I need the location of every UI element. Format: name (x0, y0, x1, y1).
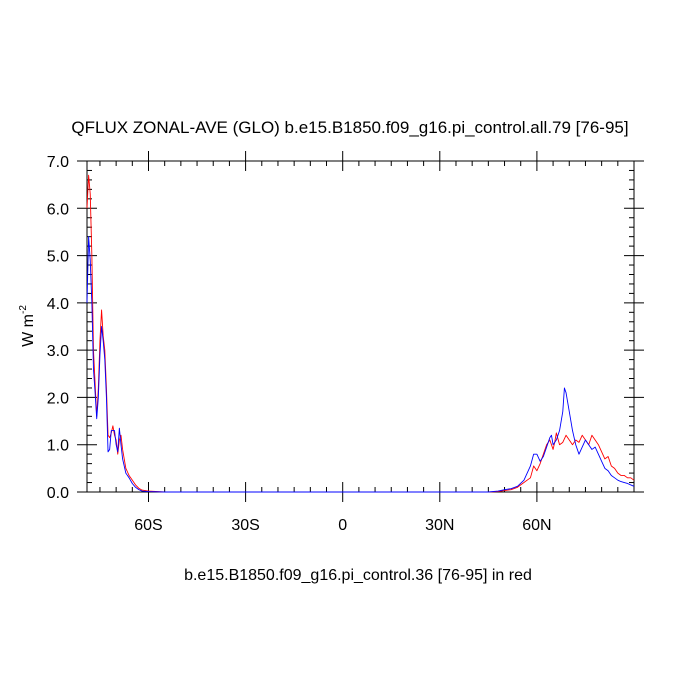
x-tick-label: 30N (425, 517, 454, 534)
series-lines (86, 174, 635, 493)
y-axis-label-exponent: -2 (18, 305, 29, 314)
y-tick-label: 0.0 (47, 485, 69, 502)
y-tick-label: 1.0 (47, 438, 69, 455)
y-tick-labels: 0.0 1.0 2.0 3.0 4.0 5.0 6.0 7.0 (47, 154, 69, 502)
series-line-1 (86, 174, 635, 493)
x-axis-label: b.e15.B1850.f09_g16.pi_control.36 [76-95… (184, 567, 532, 584)
y-axis-label-text: W m (20, 314, 37, 347)
minor-ticks (87, 161, 634, 492)
y-tick-label: 3.0 (47, 343, 69, 360)
series-line-2 (86, 236, 635, 493)
y-tick-label: 6.0 (47, 201, 69, 218)
y-tick-label: 7.0 (47, 154, 69, 171)
plot-frame (86, 160, 635, 493)
major-ticks (77, 151, 644, 502)
x-tick-labels: 60S 30S 0 30N 60N (134, 517, 551, 534)
x-tick-label: 0 (338, 517, 347, 534)
chart-title: QFLUX ZONAL-AVE (GLO) b.e15.B1850.f09_g1… (71, 118, 628, 137)
y-tick-label: 4.0 (47, 296, 69, 313)
x-tick-label: 60S (134, 517, 162, 534)
x-tick-label: 60N (522, 517, 551, 534)
x-tick-label: 30S (231, 517, 259, 534)
y-axis-label: W m-2 (18, 305, 37, 347)
y-tick-label: 2.0 (47, 390, 69, 407)
y-tick-label: 5.0 (47, 249, 69, 266)
